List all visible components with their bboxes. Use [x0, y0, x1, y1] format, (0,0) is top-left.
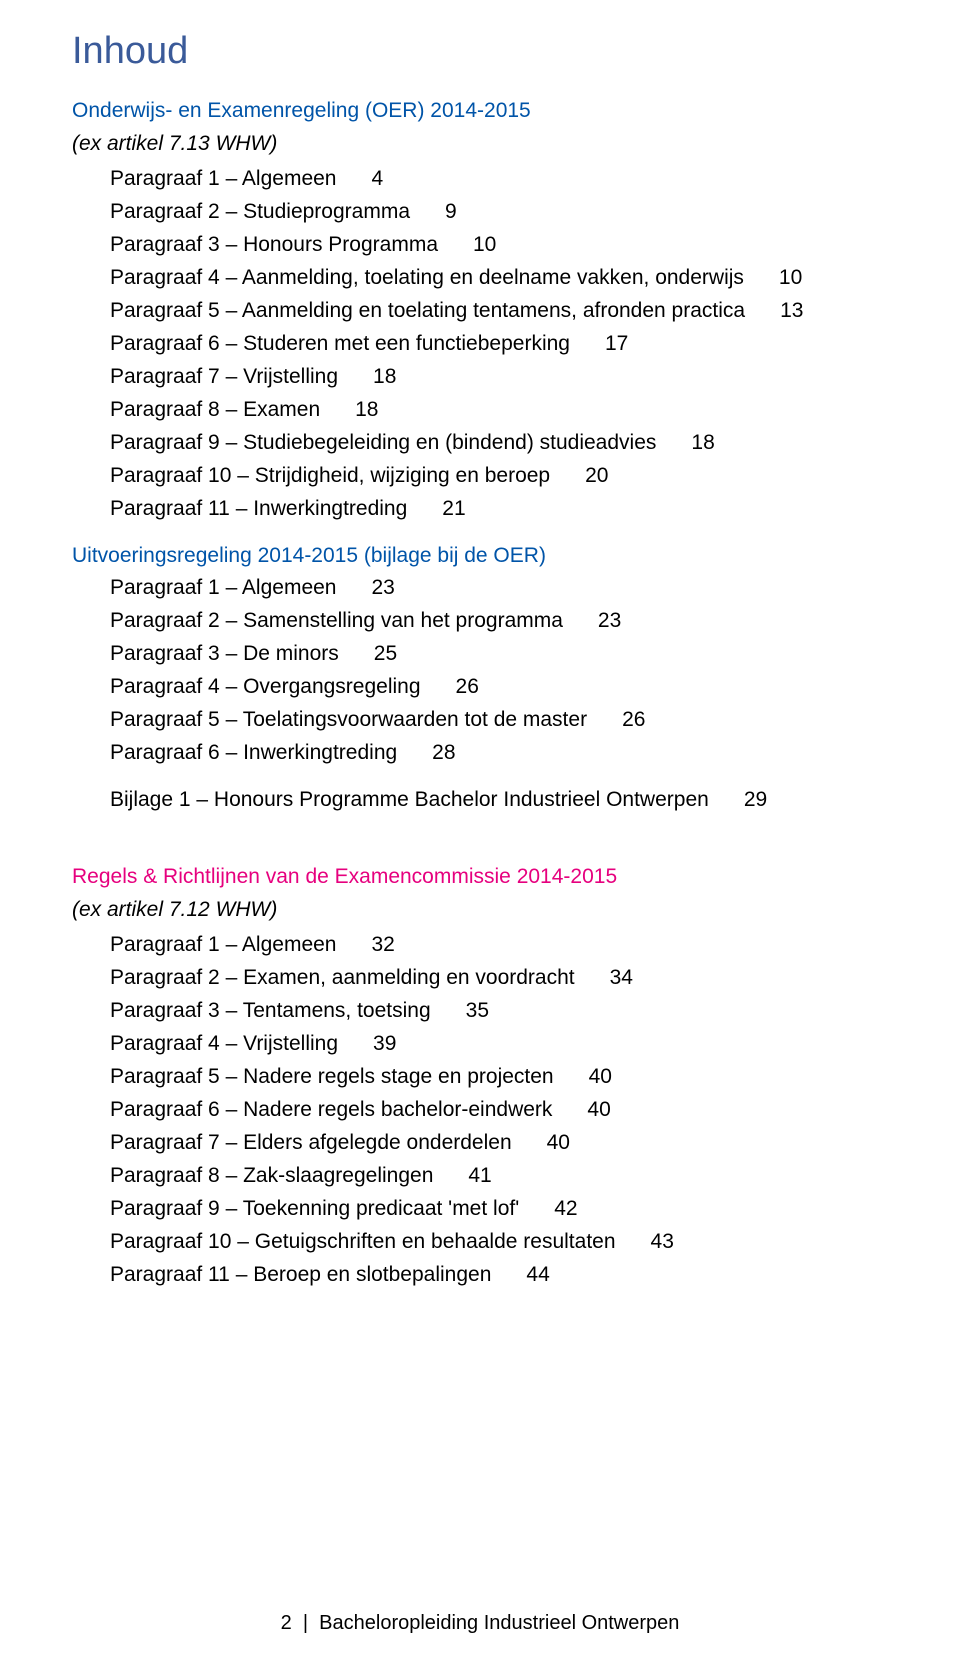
toc-entry: Paragraaf 8 – Examen 18: [110, 394, 890, 427]
toc-entry: Paragraaf 6 – Inwerkingtreding 28: [110, 737, 890, 770]
toc-entry: Paragraaf 2 – Samenstelling van het prog…: [110, 605, 890, 638]
toc-entry: Paragraaf 11 – Inwerkingtreding 21: [110, 493, 890, 526]
toc-entry: Paragraaf 7 – Elders afgelegde onderdele…: [110, 1127, 890, 1160]
toc-entry: Paragraaf 10 – Getuigschriften en behaal…: [110, 1226, 890, 1259]
footer-page-number: 2: [281, 1612, 292, 1634]
toc-entry: Paragraaf 2 – Examen, aanmelding en voor…: [110, 962, 890, 995]
section3-heading: Regels & Richtlijnen van de Examencommis…: [72, 861, 890, 894]
toc-entry: Paragraaf 9 – Toekenning predicaat 'met …: [110, 1193, 890, 1226]
toc-entry: Paragraaf 5 – Toelatingsvoorwaarden tot …: [110, 704, 890, 737]
toc-appendix-entry: Bijlage 1 – Honours Programme Bachelor I…: [110, 784, 890, 817]
toc-entry: Paragraaf 2 – Studieprogramma 9: [110, 196, 890, 229]
section1-subheading: (ex artikel 7.13 WHW): [72, 128, 890, 161]
toc-entry: Paragraaf 6 – Nadere regels bachelor-ein…: [110, 1094, 890, 1127]
section2-heading: Uitvoeringsregeling 2014-2015 (bijlage b…: [72, 540, 890, 573]
toc-entry: Paragraaf 1 – Algemeen 23: [110, 572, 890, 605]
document-title: Inhoud: [72, 30, 890, 73]
page: Inhoud Onderwijs- en Examenregeling (OER…: [0, 0, 960, 1661]
toc-entry: Paragraaf 4 – Vrijstelling 39: [110, 1028, 890, 1061]
toc-entry: Paragraaf 4 – Overgangsregeling 26: [110, 671, 890, 704]
toc-entry: Paragraaf 9 – Studiebegeleiding en (bind…: [110, 427, 890, 460]
toc-entry: Paragraaf 10 – Strijdigheid, wijziging e…: [110, 460, 890, 493]
toc-entry: Paragraaf 6 – Studeren met een functiebe…: [110, 328, 890, 361]
toc-entry: Paragraaf 11 – Beroep en slotbepalingen …: [110, 1259, 890, 1292]
section3-subheading: (ex artikel 7.12 WHW): [72, 894, 890, 927]
toc-entry: Paragraaf 3 – Tentamens, toetsing 35: [110, 995, 890, 1028]
toc-entry: Paragraaf 7 – Vrijstelling 18: [110, 361, 890, 394]
toc-entry: Paragraaf 5 – Nadere regels stage en pro…: [110, 1061, 890, 1094]
toc-entry: Paragraaf 5 – Aanmelding en toelating te…: [110, 295, 890, 328]
footer-separator: |: [303, 1612, 308, 1634]
toc-entry: Paragraaf 3 – Honours Programma 10: [110, 229, 890, 262]
page-footer: 2 | Bacheloropleiding Industrieel Ontwer…: [0, 1612, 960, 1635]
section3-entries: Paragraaf 1 – Algemeen 32Paragraaf 2 – E…: [110, 929, 890, 1292]
toc-entry: Paragraaf 3 – De minors 25: [110, 638, 890, 671]
section1-heading: Onderwijs- en Examenregeling (OER) 2014-…: [72, 95, 890, 128]
toc-entry: Paragraaf 1 – Algemeen 32: [110, 929, 890, 962]
toc-entry: Paragraaf 4 – Aanmelding, toelating en d…: [110, 262, 890, 295]
toc-entry: Paragraaf 1 – Algemeen 4: [110, 163, 890, 196]
toc-entry: Paragraaf 8 – Zak-slaagregelingen 41: [110, 1160, 890, 1193]
footer-text: Bacheloropleiding Industrieel Ontwerpen: [319, 1612, 679, 1634]
section1-entries: Paragraaf 1 – Algemeen 4Paragraaf 2 – St…: [110, 163, 890, 526]
section2-entries: Paragraaf 1 – Algemeen 23Paragraaf 2 – S…: [110, 572, 890, 770]
section2-appendix: Bijlage 1 – Honours Programme Bachelor I…: [110, 784, 890, 817]
